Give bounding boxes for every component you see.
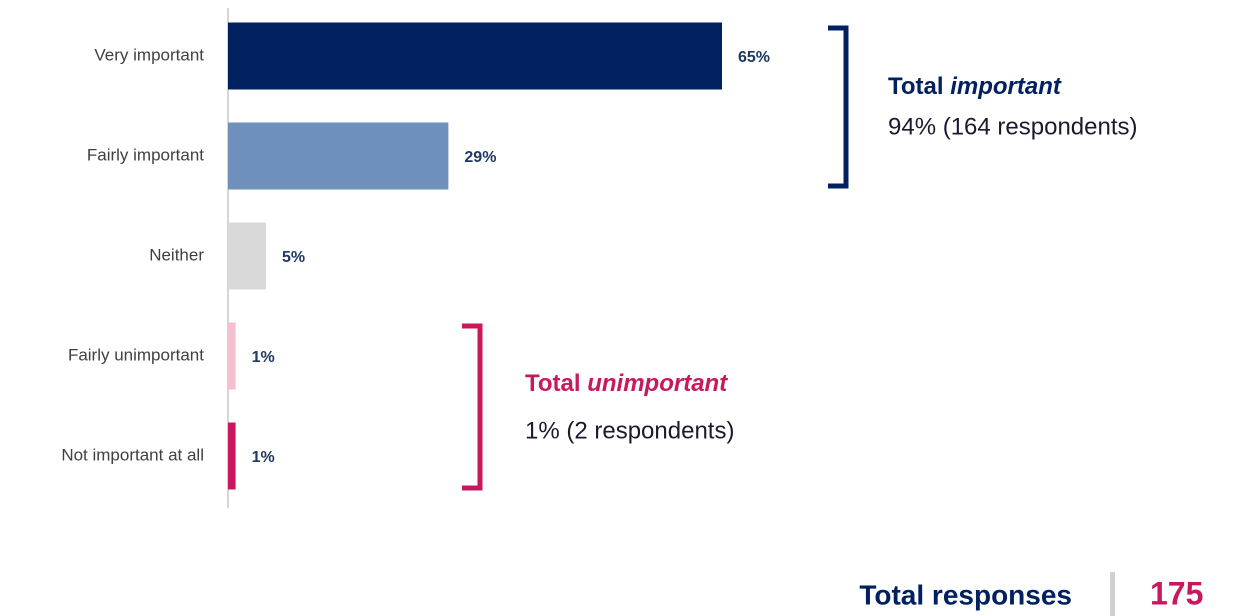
category-label: Very important bbox=[94, 45, 204, 64]
annotation-prefix: Total bbox=[525, 370, 581, 397]
value-label: 65% bbox=[738, 49, 770, 66]
value-label: 1% bbox=[252, 449, 275, 466]
bar bbox=[228, 322, 236, 390]
annotation-title: Total unimportant bbox=[525, 370, 728, 397]
bar bbox=[228, 222, 266, 290]
annotation-emphasis: important bbox=[950, 73, 1062, 100]
category-label: Fairly important bbox=[87, 145, 204, 164]
annotation-emphasis: unimportant bbox=[587, 370, 728, 397]
bar bbox=[228, 22, 722, 90]
unimportant-bracket bbox=[462, 323, 483, 491]
value-label: 1% bbox=[252, 349, 275, 366]
category-label: Not important at all bbox=[61, 445, 204, 464]
category-label: Neither bbox=[149, 245, 204, 264]
annotation-text: 1% (2 respondents) bbox=[525, 417, 734, 444]
total-label: Total responses bbox=[859, 579, 1072, 610]
category-label: Fairly unimportant bbox=[68, 345, 204, 364]
important-bracket bbox=[828, 25, 849, 189]
annotation-prefix: Total bbox=[888, 73, 944, 100]
value-label: 29% bbox=[464, 149, 496, 166]
bar bbox=[228, 422, 236, 490]
annotation-text: 94% (164 respondents) bbox=[888, 113, 1138, 140]
value-label: 5% bbox=[282, 249, 305, 266]
separator bbox=[1110, 572, 1115, 616]
annotation-title: Total important bbox=[888, 73, 1062, 100]
bar bbox=[228, 122, 449, 190]
total-value: 175 bbox=[1150, 575, 1203, 611]
